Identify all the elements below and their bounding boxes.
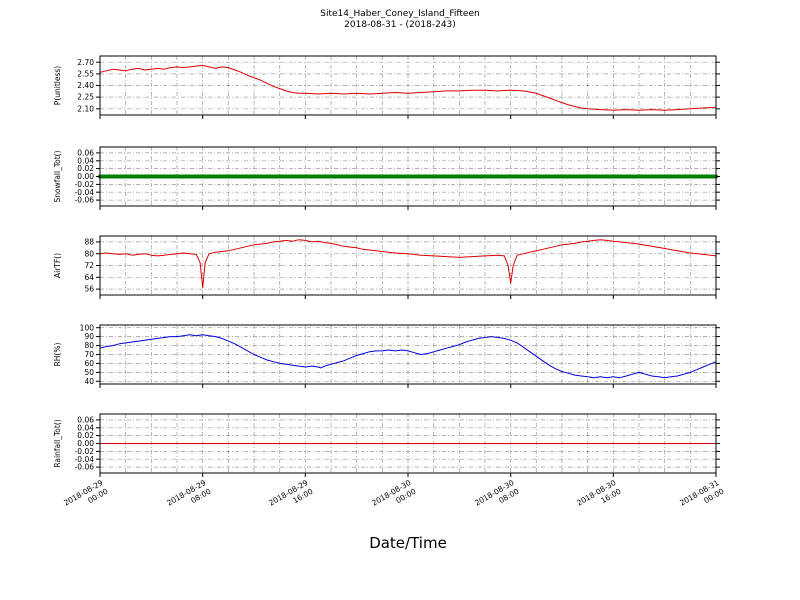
- y-tick-label: 72: [84, 261, 94, 270]
- series-line: [99, 334, 717, 379]
- y-tick-label: -0.06: [75, 196, 95, 205]
- panel-1: 2.70 2.55 2.40 2.25 2.10 P(unitless): [53, 55, 720, 119]
- y-tick-label: 0.02: [77, 164, 94, 173]
- panel-5: 0.060.040.020.00-0.02-0.04-0.06 Rainfall_…: [53, 413, 720, 477]
- y-tick-label: 0.06: [77, 149, 94, 158]
- y-axis-label: Rainfall_Tot(): [53, 419, 62, 467]
- panel-3: 88 80 72 64 56 AirTF(): [53, 235, 720, 299]
- y-tick-label: -0.04: [75, 455, 95, 464]
- y-tick-label: 2.70: [77, 58, 94, 67]
- series-line: [99, 239, 717, 289]
- y-tick-label: 70: [84, 350, 94, 359]
- y-tick-label: 0.04: [77, 423, 94, 432]
- chart-title: Site14_Haber_Coney_Island_Fifteen: [320, 9, 480, 19]
- y-tick-label: -0.06: [75, 463, 95, 472]
- y-tick-label: 2.25: [77, 93, 94, 102]
- y-axis-label: RH(%): [53, 343, 62, 367]
- y-tick-label: 0.00: [77, 172, 94, 181]
- y-tick-label: 0.06: [77, 416, 94, 425]
- y-tick-label: 88: [84, 238, 94, 247]
- y-tick-label: 2.10: [77, 104, 94, 113]
- y-tick-label: 0.00: [77, 439, 94, 448]
- y-tick-label: 2.55: [77, 70, 94, 79]
- y-axis-label: P(unitless): [53, 66, 62, 105]
- x-axis-title: Date/Time: [369, 534, 447, 552]
- y-tick-label: -0.02: [75, 180, 95, 189]
- y-axis-label: Snowfall_Tot(): [53, 150, 62, 202]
- y-tick-label: 80: [84, 341, 94, 350]
- y-tick-label: 64: [84, 273, 94, 282]
- chart-subtitle: 2018-08-31 - (2018-243): [344, 20, 456, 30]
- y-tick-label: 80: [84, 249, 94, 258]
- y-tick-label: 100: [80, 323, 95, 332]
- y-tick-label: 50: [84, 368, 94, 377]
- y-tick-label: 2.40: [77, 81, 94, 90]
- y-tick-label: -0.04: [75, 188, 95, 197]
- y-tick-label: 60: [84, 359, 94, 368]
- series-line: [99, 64, 717, 111]
- panel-2: 0.060.040.020.00-0.02-0.04-0.06 Snowfall_…: [53, 146, 720, 210]
- y-tick-label: 0.02: [77, 431, 94, 440]
- y-axis-label: AirTF(): [53, 253, 62, 278]
- y-tick-label: 56: [84, 285, 94, 294]
- y-tick-label: -0.02: [75, 447, 95, 456]
- y-tick-label: 90: [84, 332, 94, 341]
- y-tick-label: 0.04: [77, 156, 94, 165]
- y-tick-label: 40: [84, 377, 94, 386]
